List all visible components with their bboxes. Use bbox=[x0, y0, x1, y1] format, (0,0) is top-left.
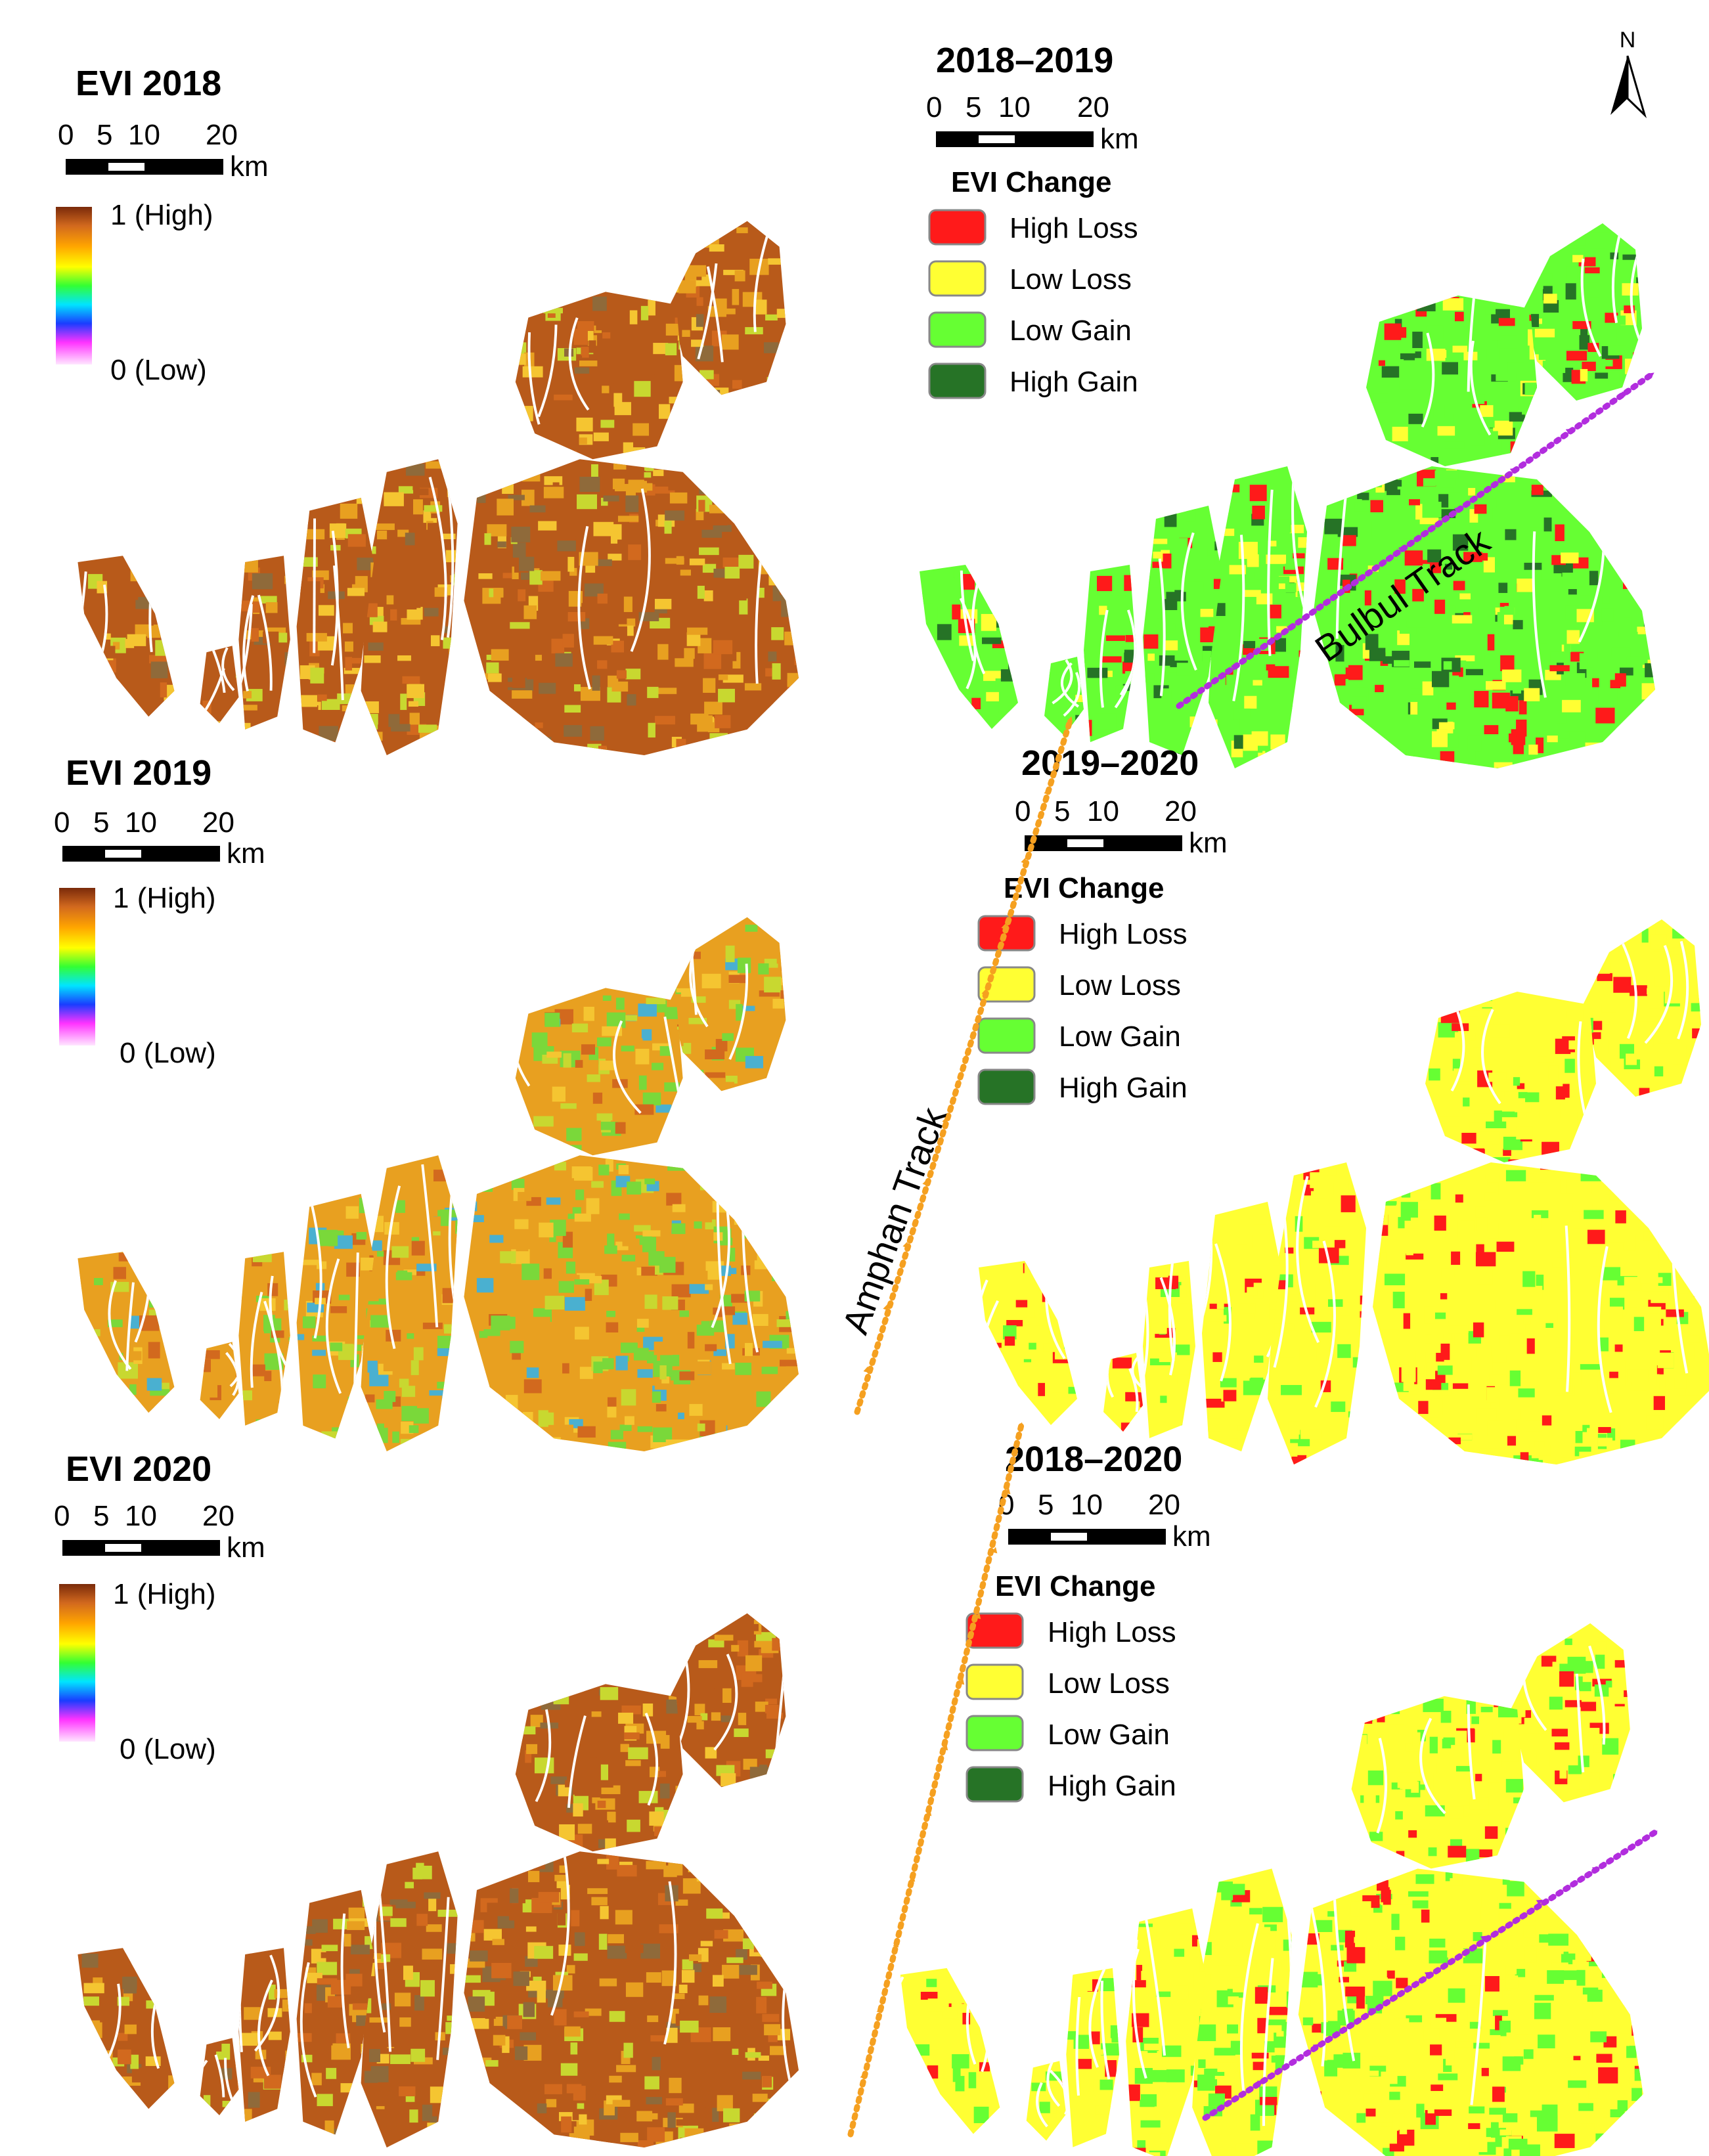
change-legend-2018-2020: EVI Change High Loss Low Loss Low Gain H… bbox=[965, 1570, 1176, 1803]
scale-tick-5: 5 bbox=[93, 806, 109, 839]
island bbox=[670, 917, 786, 1091]
scale-tick-0: 0 bbox=[54, 1500, 70, 1532]
scale-unit: km bbox=[1172, 1520, 1211, 1552]
scale-bar-evi-2020: 0 5 10 20 km bbox=[54, 1500, 265, 1564]
north-label: N bbox=[1620, 28, 1636, 53]
map-evi-2020 bbox=[78, 1613, 799, 2148]
map-change-2019-2020 bbox=[979, 919, 1709, 1464]
scale-unit: km bbox=[1100, 123, 1139, 155]
scale-bar-evi-2018: 0 5 10 20 km bbox=[58, 119, 269, 183]
map-change-2018-2020 bbox=[900, 1623, 1643, 2156]
evi-legend-2020: 1 (High) 0 (Low) bbox=[59, 1578, 216, 1765]
island bbox=[78, 556, 175, 717]
panel-title-change-2018-2019: 2018–2019 bbox=[936, 41, 1113, 80]
panel-title-evi-2018: EVI 2018 bbox=[76, 64, 221, 103]
island bbox=[1066, 1968, 1120, 2147]
change-legend-title: EVI Change bbox=[951, 166, 1112, 198]
island bbox=[464, 1851, 799, 2147]
evi-legend-2019: 1 (High) 0 (Low) bbox=[59, 882, 216, 1069]
scale-tick-20: 20 bbox=[1165, 795, 1197, 827]
scale-tick-0: 0 bbox=[926, 91, 942, 123]
scale-tick-0: 0 bbox=[1015, 795, 1031, 827]
island bbox=[670, 221, 786, 395]
legend-high-gain: High Gain bbox=[1010, 366, 1138, 398]
scale-bar-evi-2019: 0 5 10 20 km bbox=[54, 806, 265, 869]
panel-title-evi-2020: EVI 2020 bbox=[66, 1449, 211, 1489]
map-change-2018-2019 bbox=[920, 223, 1655, 768]
scale-tick-0: 0 bbox=[58, 119, 74, 151]
scale-unit: km bbox=[227, 837, 265, 869]
scale-unit: km bbox=[230, 150, 269, 183]
north-arrow: N bbox=[1610, 28, 1647, 118]
panel-title-change-2018-2020: 2018–2020 bbox=[1005, 1440, 1182, 1479]
legend-low-loss: Low Loss bbox=[1010, 263, 1132, 296]
scale-bar-change-2018-2020: 0 5 10 20 km bbox=[998, 1489, 1211, 1552]
island bbox=[78, 1252, 175, 1413]
evi-legend-high: 1 (High) bbox=[113, 1578, 216, 1610]
amphan-track-label: Amphan Track bbox=[834, 1101, 954, 1339]
scale-tick-20: 20 bbox=[1077, 91, 1109, 123]
evi-legend-low: 0 (Low) bbox=[110, 354, 207, 386]
change-legend-2019-2020: EVI Change High Loss Low Loss Low Gain H… bbox=[977, 872, 1187, 1105]
legend-high-loss: High Loss bbox=[1010, 212, 1138, 244]
scale-tick-20: 20 bbox=[206, 119, 238, 151]
legend-high-gain: High Gain bbox=[1059, 1072, 1187, 1104]
scale-tick-20: 20 bbox=[1148, 1489, 1180, 1521]
scale-tick-20: 20 bbox=[202, 1500, 234, 1532]
legend-low-loss: Low Loss bbox=[1048, 1667, 1170, 1700]
panel-title-change-2019-2020: 2019–2020 bbox=[1021, 743, 1199, 783]
island bbox=[515, 292, 683, 460]
legend-high-loss: High Loss bbox=[1048, 1616, 1176, 1648]
panel-title-evi-2019: EVI 2019 bbox=[66, 753, 211, 793]
evi-legend-high: 1 (High) bbox=[113, 882, 216, 914]
scale-tick-10: 10 bbox=[1071, 1489, 1103, 1521]
scale-tick-0: 0 bbox=[54, 806, 70, 839]
change-legend-2018-2019: EVI Change High Loss Low Loss Low Gain H… bbox=[928, 166, 1138, 399]
change-legend-title: EVI Change bbox=[995, 1570, 1156, 1602]
legend-low-gain: Low Gain bbox=[1059, 1021, 1181, 1053]
map-evi-2018 bbox=[78, 221, 799, 756]
scale-tick-5: 5 bbox=[965, 91, 981, 123]
legend-low-gain: Low Gain bbox=[1010, 315, 1132, 347]
scale-tick-10: 10 bbox=[125, 806, 157, 839]
change-legend-title: EVI Change bbox=[1004, 872, 1165, 904]
legend-high-loss: High Loss bbox=[1059, 918, 1187, 950]
scale-tick-10: 10 bbox=[1087, 795, 1119, 827]
scale-unit: km bbox=[227, 1531, 265, 1564]
scale-bar-change-2018-2019: 0 5 10 20 km bbox=[926, 91, 1139, 155]
legend-high-gain: High Gain bbox=[1048, 1770, 1176, 1802]
legend-low-loss: Low Loss bbox=[1059, 969, 1181, 1001]
scale-tick-5: 5 bbox=[93, 1500, 109, 1532]
scale-tick-20: 20 bbox=[202, 806, 234, 839]
scale-tick-5: 5 bbox=[97, 119, 112, 151]
bulbul-track-2018-2020 bbox=[1202, 1829, 1658, 2121]
scale-tick-10: 10 bbox=[128, 119, 160, 151]
scale-tick-10: 10 bbox=[998, 91, 1031, 123]
evi-legend-2018: 1 (High) 0 (Low) bbox=[56, 199, 213, 386]
scale-unit: km bbox=[1189, 827, 1228, 859]
scale-tick-5: 5 bbox=[1038, 1489, 1054, 1521]
scale-tick-10: 10 bbox=[125, 1500, 157, 1532]
island bbox=[1583, 919, 1701, 1097]
legend-low-gain: Low Gain bbox=[1048, 1719, 1170, 1751]
evi-legend-low: 0 (Low) bbox=[120, 1733, 216, 1765]
evi-legend-low: 0 (Low) bbox=[120, 1037, 216, 1069]
amphan-track-2018-2020 bbox=[847, 1422, 1025, 2138]
scale-tick-5: 5 bbox=[1054, 795, 1070, 827]
evi-legend-high: 1 (High) bbox=[110, 199, 213, 231]
map-evi-2019 bbox=[78, 917, 799, 1452]
